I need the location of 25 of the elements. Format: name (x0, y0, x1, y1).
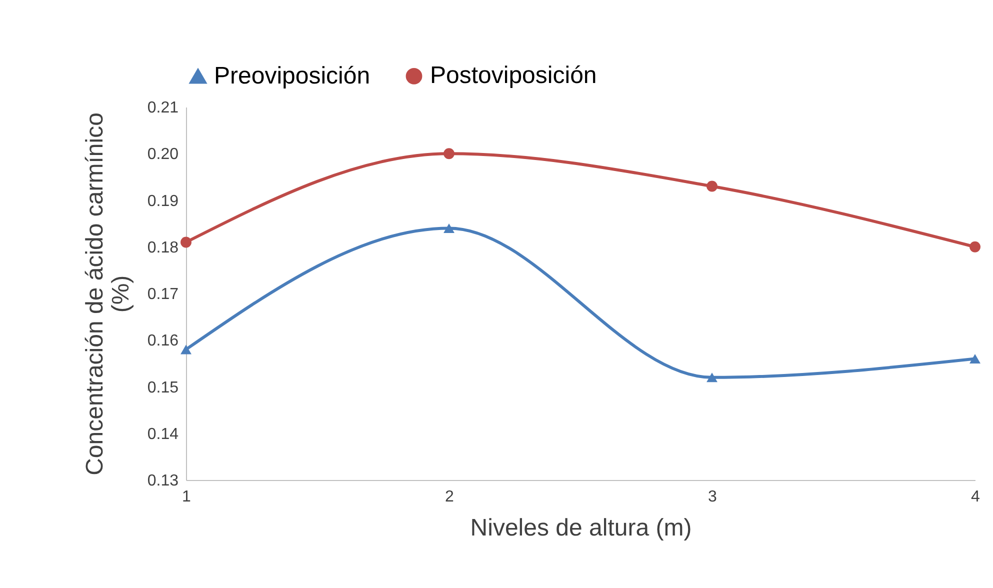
point (444, 223, 454, 233)
legend-label: Preoviposición (214, 62, 370, 90)
y-tick-label: 0.14 (147, 426, 179, 443)
y-tick-label: 0.17 (147, 286, 179, 303)
point (970, 241, 980, 252)
y-tick-label: 0.15 (147, 379, 179, 396)
x-tick-label: 1 (182, 488, 192, 506)
point (706, 180, 718, 192)
x-tick-label: 2 (445, 488, 454, 506)
y-tick-label: 0.19 (147, 192, 179, 210)
x-axis-title: Niveles de altura (m) (470, 514, 692, 542)
y-tick-label: 0.20 (147, 146, 179, 164)
y-tick-label: 0.16 (147, 332, 179, 350)
y-tick-label: 0.18 (147, 239, 179, 256)
point (444, 148, 454, 160)
point (970, 354, 980, 364)
point (706, 372, 718, 382)
y-tick-label: 0.21 (147, 100, 179, 116)
y-axis-title: Concentración de ácido carmínico (%) (81, 112, 134, 476)
x-tick-label: 3 (708, 488, 718, 506)
y-tick-label: 0.13 (147, 472, 179, 490)
legend-label: Postoviposición (430, 62, 597, 90)
x-tick-label: 4 (971, 488, 980, 506)
point (180, 236, 192, 248)
point (180, 344, 192, 354)
